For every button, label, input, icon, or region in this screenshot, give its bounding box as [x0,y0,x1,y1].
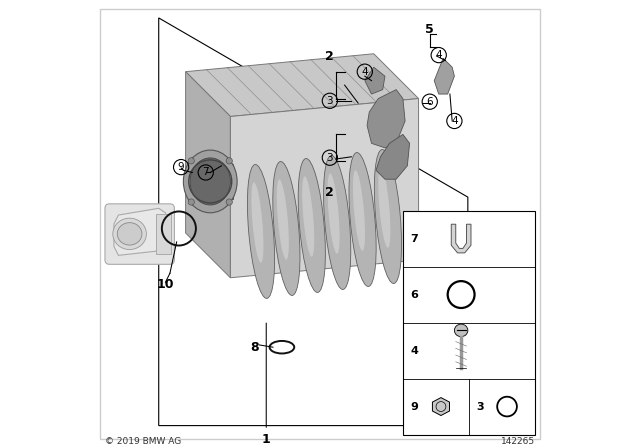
Ellipse shape [184,150,237,213]
Text: 9: 9 [178,162,184,172]
Polygon shape [367,90,405,148]
Ellipse shape [273,162,300,295]
Circle shape [226,158,232,164]
Text: 7: 7 [410,233,418,244]
Ellipse shape [298,159,325,293]
Text: 7: 7 [202,168,209,177]
Text: 3: 3 [326,96,333,106]
Polygon shape [186,54,419,116]
Text: © 2019 BMW AG: © 2019 BMW AG [105,437,181,446]
FancyBboxPatch shape [403,211,535,435]
Text: 4: 4 [410,345,418,356]
Ellipse shape [324,155,351,289]
Text: 3: 3 [326,153,333,163]
Ellipse shape [328,173,340,254]
Text: 8: 8 [251,340,259,354]
Text: 2: 2 [326,49,334,63]
Text: 142265: 142265 [501,437,535,446]
Ellipse shape [374,150,401,284]
Polygon shape [365,67,385,94]
FancyBboxPatch shape [105,204,174,264]
Ellipse shape [190,158,230,205]
Polygon shape [114,208,170,255]
FancyBboxPatch shape [156,214,172,254]
Circle shape [188,199,195,205]
Text: 4: 4 [362,67,368,77]
Polygon shape [433,398,449,416]
Circle shape [226,199,232,205]
Text: 9: 9 [410,401,418,412]
Ellipse shape [113,218,147,250]
Ellipse shape [252,182,264,263]
Polygon shape [188,164,233,199]
Ellipse shape [378,168,390,248]
Ellipse shape [302,177,314,257]
Polygon shape [451,224,471,253]
Polygon shape [435,58,454,94]
Text: 1: 1 [262,432,271,446]
Ellipse shape [276,179,289,260]
Text: 5: 5 [426,22,434,36]
Ellipse shape [117,223,142,245]
Ellipse shape [454,324,468,337]
Text: 4: 4 [435,50,442,60]
FancyBboxPatch shape [100,9,540,439]
Text: 6: 6 [426,97,433,107]
Text: 10: 10 [157,278,174,291]
Circle shape [188,158,195,164]
Polygon shape [186,72,230,278]
Ellipse shape [248,164,275,298]
Text: 6: 6 [410,289,418,300]
Text: 4: 4 [451,116,458,126]
Text: 2: 2 [326,186,334,199]
Polygon shape [230,99,419,278]
Ellipse shape [353,170,365,251]
Ellipse shape [349,153,376,286]
Text: 3: 3 [476,401,484,412]
Polygon shape [376,134,410,179]
